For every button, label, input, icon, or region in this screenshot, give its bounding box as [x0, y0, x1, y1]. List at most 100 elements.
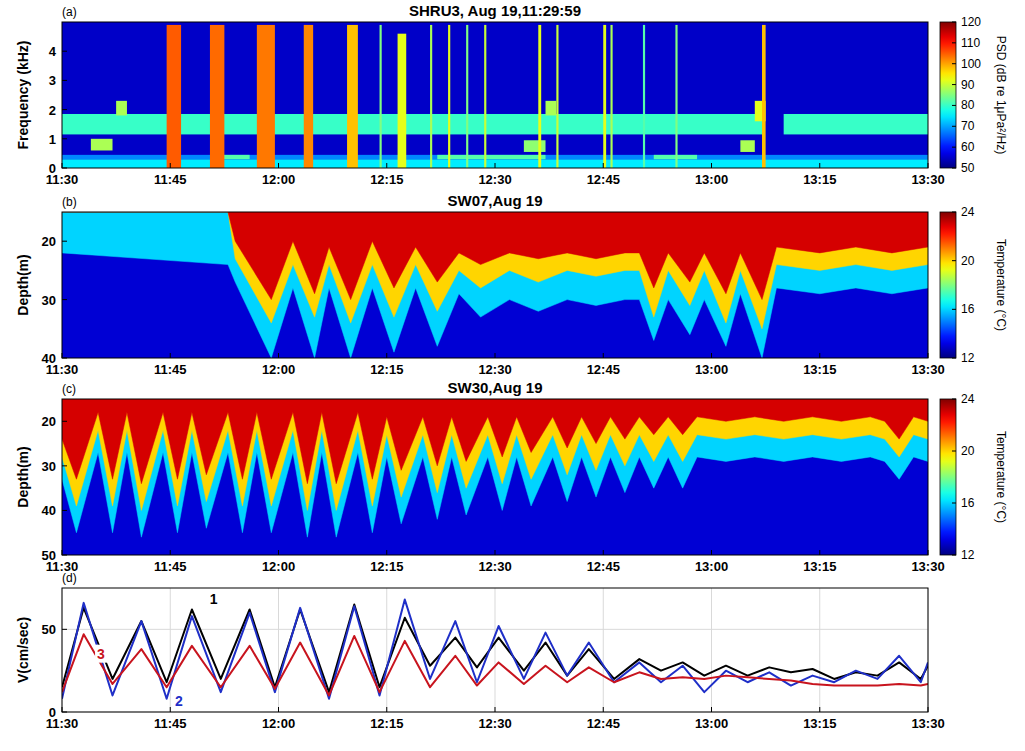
- cell: [167, 25, 181, 168]
- colorbar-tick: [952, 84, 956, 85]
- x-tick: [170, 550, 171, 555]
- y-tick-label: 40: [42, 503, 56, 518]
- x-tick: [495, 707, 496, 712]
- y-tick-label: 3: [49, 73, 56, 88]
- x-tick: [278, 707, 279, 712]
- y-tick-label: 2: [49, 103, 56, 118]
- x-tick-label: 13:00: [695, 362, 728, 377]
- grid-line: [819, 588, 820, 712]
- x-tick: [278, 353, 279, 358]
- colorbar: [940, 22, 956, 168]
- cell: [740, 140, 754, 152]
- x-tick-label: 13:15: [803, 716, 836, 731]
- x-tick-label: 12:45: [587, 716, 620, 731]
- x-tick-label: 12:15: [370, 559, 403, 574]
- colorbar-tick-label: 60: [961, 140, 975, 154]
- colorbar-tick-label: 110: [961, 36, 980, 50]
- cell: [643, 25, 645, 168]
- title: SW07,Aug 19: [447, 192, 542, 209]
- y-tick-label: 20: [42, 234, 56, 249]
- series-line: [62, 600, 928, 699]
- x-tick: [386, 550, 387, 555]
- x-tick: [278, 163, 279, 168]
- cell: [430, 25, 432, 168]
- cell: [257, 25, 275, 168]
- panel-label: (a): [62, 5, 77, 19]
- x-tick: [819, 353, 820, 358]
- x-tick-label: 11:45: [154, 716, 187, 731]
- y-tick-label: 30: [42, 293, 56, 308]
- x-tick: [386, 707, 387, 712]
- x-tick-label: 12:00: [262, 172, 295, 187]
- colorbar-tick-label: 12: [961, 548, 975, 562]
- colorbar-tick-label: 16: [961, 496, 975, 510]
- y-tick-label: 1: [49, 132, 56, 147]
- x-tick-label: 12:00: [262, 559, 295, 574]
- isotherm-area: [62, 212, 928, 358]
- y-tick: [62, 465, 67, 466]
- x-tick: [62, 550, 63, 555]
- x-tick: [711, 163, 712, 168]
- x-tick-label: 12:30: [478, 716, 511, 731]
- cell: [610, 25, 612, 168]
- label-patch: [173, 692, 185, 710]
- colorbar-tick: [952, 168, 956, 169]
- x-tick-label: 12:15: [370, 172, 403, 187]
- x-tick-label: 12:15: [370, 716, 403, 731]
- colorbar-tick-label: 50: [961, 161, 975, 175]
- cell: [347, 25, 358, 168]
- x-tick: [819, 163, 820, 168]
- x-tick-label: 11:45: [154, 559, 187, 574]
- y-tick: [62, 109, 67, 110]
- y-tick: [62, 555, 67, 556]
- cell: [762, 25, 766, 168]
- x-tick-label: 12:00: [262, 362, 295, 377]
- grid-line: [495, 588, 496, 712]
- colorbar-tick: [952, 63, 956, 64]
- colorbar-tick: [952, 22, 956, 23]
- x-tick-label: 13:30: [911, 559, 944, 574]
- x-tick: [495, 163, 496, 168]
- colorbar-tick: [952, 503, 956, 504]
- colorbar-tick-label: 12: [961, 351, 975, 365]
- x-tick-label: 11:45: [154, 172, 187, 187]
- x-tick: [386, 163, 387, 168]
- y-tick-label: 40: [42, 351, 56, 366]
- cell: [91, 139, 113, 151]
- x-tick-label: 12:30: [478, 362, 511, 377]
- x-tick: [603, 353, 604, 358]
- grid-line: [711, 588, 712, 712]
- x-tick: [278, 550, 279, 555]
- y-tick-label: 20: [42, 414, 56, 429]
- y-tick: [62, 241, 67, 242]
- plot-area: [62, 212, 928, 358]
- cell: [116, 101, 127, 116]
- x-tick-label: 13:00: [695, 716, 728, 731]
- plot-area: [62, 399, 928, 555]
- y-axis-title: Depth(m): [15, 446, 31, 507]
- x-tick: [711, 550, 712, 555]
- x-tick-label: 13:30: [911, 716, 944, 731]
- x-tick: [495, 550, 496, 555]
- cell: [546, 101, 557, 116]
- grid-line: [603, 588, 604, 712]
- cell: [466, 25, 468, 168]
- cell: [603, 25, 606, 168]
- y-tick: [62, 138, 67, 139]
- x-tick-label: 12:30: [478, 559, 511, 574]
- colorbar-tick: [952, 309, 956, 310]
- x-tick: [170, 163, 171, 168]
- y-tick: [62, 80, 67, 81]
- x-tick: [603, 550, 604, 555]
- panel-label: (b): [62, 195, 77, 209]
- cell: [484, 25, 486, 168]
- x-tick-label: 12:45: [587, 362, 620, 377]
- cell: [62, 159, 928, 168]
- panel-label: (c): [62, 382, 76, 396]
- cell: [524, 140, 546, 152]
- colorbar-tick: [952, 147, 956, 148]
- colorbar-label: Temperature (°C): [994, 239, 1008, 331]
- colorbar-tick-label: 100: [961, 57, 981, 71]
- grid-line: [170, 588, 171, 712]
- x-tick: [386, 353, 387, 358]
